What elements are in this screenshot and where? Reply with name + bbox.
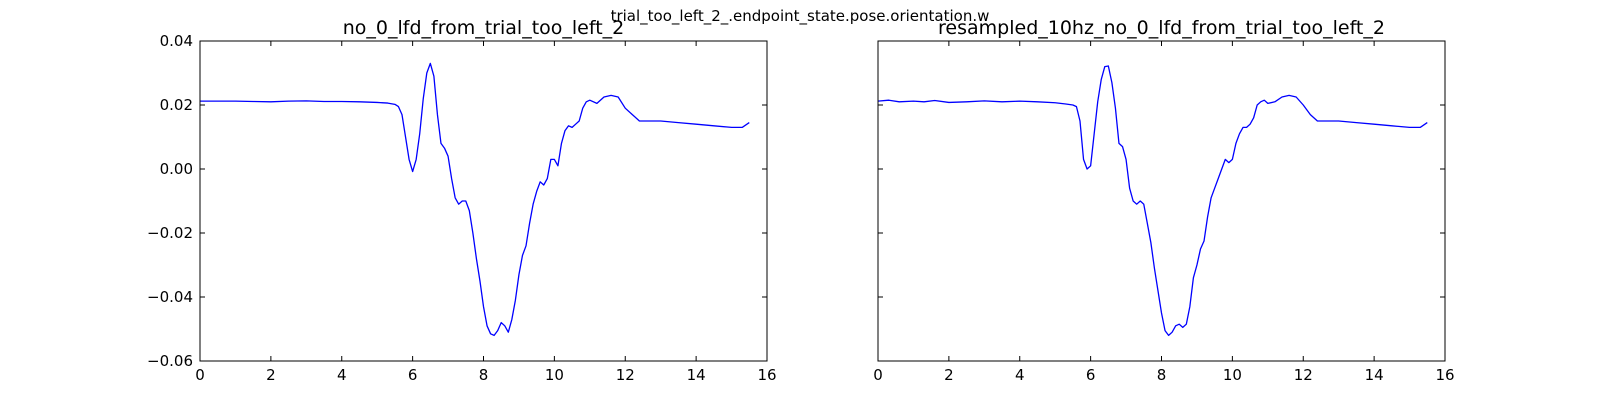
x-tick-label: 6 xyxy=(408,366,418,384)
y-tick-label: 0.02 xyxy=(160,96,193,114)
x-tick-label: 8 xyxy=(479,366,489,384)
left-plot-panel: 0 2 4 6 8 10 12 14 16 −0.06 −0.04 −0.02 0.00 0.02 0.04… xyxy=(147,17,777,384)
x-tick-label: 2 xyxy=(944,366,954,384)
axes-frame xyxy=(199,40,768,362)
y-tick-label: 0.04 xyxy=(160,32,193,50)
x-tick-label: 14 xyxy=(687,366,706,384)
x-tick-label: 4 xyxy=(337,366,347,384)
x-tick-label: 2 xyxy=(266,366,276,384)
y-tick-label: −0.04 xyxy=(147,288,193,306)
x-tick-label: 4 xyxy=(1015,366,1025,384)
figure-suptitle: trial_too_left_2_.endpoint_state.pose.or… xyxy=(611,7,990,26)
x-tick-label: 6 xyxy=(1086,366,1096,384)
x-tick-label: 12 xyxy=(1294,366,1313,384)
x-tick-label: 12 xyxy=(616,366,635,384)
right-plot-panel: 0 2 4 6 8 10 12 14 16 resampled_10hz_no_0_lfd_fro… xyxy=(873,17,1454,384)
x-tick-label: 8 xyxy=(1157,366,1167,384)
axes-title: resampled_10hz_no_0_lfd_from_trial_too_l… xyxy=(938,17,1385,39)
axes-title: no_0_lfd_from_trial_too_left_2 xyxy=(343,17,625,39)
x-tick-label: 16 xyxy=(1435,366,1454,384)
y-tick-label: −0.06 xyxy=(147,352,193,370)
y-tick-label: −0.02 xyxy=(147,224,193,242)
x-tick-label: 10 xyxy=(1223,366,1242,384)
x-tick-label: 10 xyxy=(545,366,564,384)
x-tick-label: 0 xyxy=(195,366,205,384)
x-tick-label: 0 xyxy=(873,366,883,384)
x-tick-label: 16 xyxy=(757,366,776,384)
series-line-0 xyxy=(877,65,1428,337)
y-tick-label: 0.00 xyxy=(160,160,193,178)
series-line-0 xyxy=(200,62,750,337)
x-tick-label: 14 xyxy=(1365,366,1384,384)
